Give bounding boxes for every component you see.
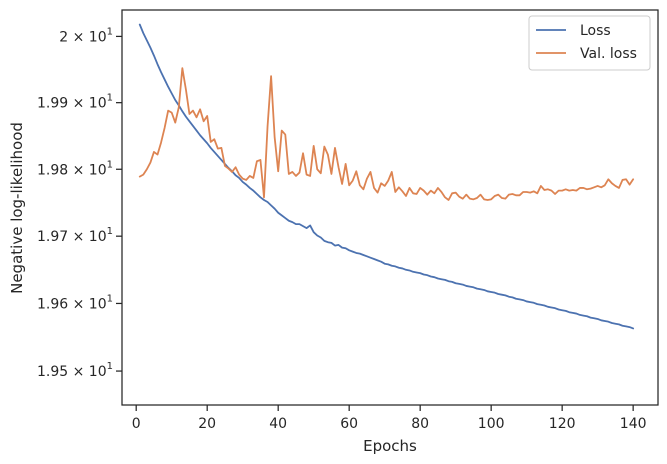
y-tick-label: 1.99 × 101 [37,93,113,112]
y-axis: 1.95 × 101 1.96 × 101 1.97 × 101 1.98 × 101… [37,26,122,380]
x-axis: 0 20 40 60 80 100 120 140 [132,405,647,432]
plot-area-frame [121,9,659,406]
series-line-loss [138,23,635,330]
legend-label-val-loss: Val. loss [580,46,637,62]
y-tick-label: 1.97 × 101 [37,226,113,245]
y-tick-label: 1.96 × 101 [37,293,113,312]
x-tick-label: 140 [620,416,647,432]
series-layer [138,23,635,330]
x-tick-label: 40 [269,416,287,432]
legend: Loss Val. loss [528,15,651,71]
x-tick-label: 80 [411,416,429,432]
x-tick-label: 60 [340,416,358,432]
legend-label-loss: Loss [580,23,611,39]
series-line-val-loss [138,67,635,201]
y-tick-label: 2 × 101 [59,26,113,45]
x-tick-label: 20 [198,416,216,432]
y-tick-label: 1.95 × 101 [37,361,113,380]
x-tick-label: 120 [549,416,576,432]
y-tick-label: 1.98 × 101 [37,159,113,178]
x-tick-label: 100 [478,416,505,432]
x-axis-label: Epochs [363,437,417,455]
y-axis-label: Negative log-likelihood [8,122,26,294]
x-tick-label: 0 [132,416,141,432]
